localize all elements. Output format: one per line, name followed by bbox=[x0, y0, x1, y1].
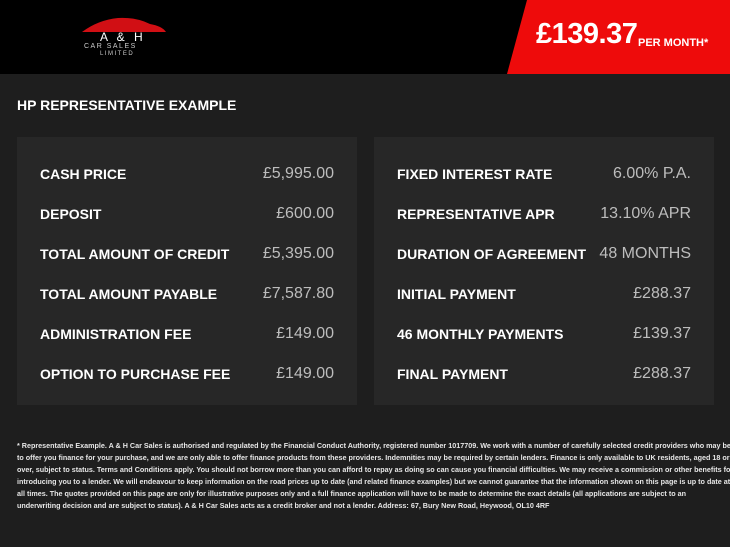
row-label: TOTAL AMOUNT PAYABLE bbox=[40, 286, 218, 302]
finance-row: FINAL PAYMENT £288.37 bbox=[397, 364, 691, 384]
row-value: £149.00 bbox=[276, 365, 334, 382]
row-label: 46 MONTHLY PAYMENTS bbox=[397, 326, 564, 342]
row-value: 13.10% APR bbox=[600, 205, 691, 222]
row-value: £139.37 bbox=[633, 325, 691, 342]
finance-row: INITIAL PAYMENT £288.37 bbox=[397, 284, 691, 304]
logo-line-1: A & H bbox=[100, 30, 146, 44]
finance-row: DURATION OF AGREEMENT 48 MONTHS bbox=[397, 244, 691, 264]
finance-row: DEPOSIT £600.00 bbox=[40, 204, 334, 224]
row-label: REPRESENTATIVE APR bbox=[397, 206, 555, 222]
finance-row: REPRESENTATIVE APR 13.10% APR bbox=[397, 204, 691, 224]
finance-row: FIXED INTEREST RATE 6.00% P.A. bbox=[397, 164, 691, 184]
disclaimer-line: underwriting decision and are subject to… bbox=[17, 501, 550, 510]
row-value: £288.37 bbox=[633, 285, 691, 302]
row-value: £5,995.00 bbox=[262, 165, 334, 182]
row-value: £288.37 bbox=[633, 365, 691, 382]
row-label: TOTAL AMOUNT OF CREDIT bbox=[40, 246, 230, 262]
row-label: INITIAL PAYMENT bbox=[397, 286, 516, 302]
disclaimer-line: introducing you to a lender. We will end… bbox=[17, 477, 730, 486]
left-panel: CASH PRICE £5,995.00 DEPOSIT £600.00 TOTAL A… bbox=[17, 137, 357, 405]
finance-row: OPTION TO PURCHASE FEE £149.00 bbox=[40, 364, 334, 384]
finance-row: TOTAL AMOUNT PAYABLE £7,587.80 bbox=[40, 284, 334, 304]
finance-row: 46 MONTHLY PAYMENTS £139.37 bbox=[397, 324, 691, 344]
finance-row: CASH PRICE £5,995.00 bbox=[40, 164, 334, 184]
row-label: DEPOSIT bbox=[40, 206, 102, 222]
right-panel: FIXED INTEREST RATE 6.00% P.A. REPRESENTAT… bbox=[374, 137, 714, 405]
finance-row: TOTAL AMOUNT OF CREDIT £5,395.00 bbox=[40, 244, 334, 264]
row-value: £7,587.80 bbox=[262, 285, 334, 302]
per-month-label: PER MONTH* bbox=[638, 37, 709, 49]
row-label: ADMINISTRATION FEE bbox=[40, 326, 192, 342]
row-label: FIXED INTEREST RATE bbox=[397, 166, 553, 182]
row-value: 6.00% P.A. bbox=[613, 165, 691, 182]
row-label: FINAL PAYMENT bbox=[397, 366, 508, 382]
disclaimer-line: * Representative Example. A & H Car Sale… bbox=[17, 441, 730, 450]
row-label: OPTION TO PURCHASE FEE bbox=[40, 366, 231, 382]
logo-line-2: CAR SALES bbox=[84, 43, 137, 50]
row-value: £600.00 bbox=[276, 205, 334, 222]
disclaimer: * Representative Example. A & H Car Sale… bbox=[17, 440, 730, 512]
company-logo[interactable]: A & H CAR SALES LIMITED bbox=[78, 14, 168, 60]
row-label: DURATION OF AGREEMENT bbox=[397, 246, 586, 262]
row-value: 48 MONTHS bbox=[599, 245, 691, 262]
monthly-price: £139.37 bbox=[536, 18, 638, 50]
car-silhouette-icon bbox=[82, 17, 166, 32]
header: A & H CAR SALES LIMITED £139.37 PER MONT… bbox=[0, 0, 730, 74]
finance-row: ADMINISTRATION FEE £149.00 bbox=[40, 324, 334, 344]
price-banner bbox=[507, 0, 730, 74]
page-title: HP REPRESENTATIVE EXAMPLE bbox=[17, 97, 237, 113]
disclaimer-line: all times. The quotes provided on this p… bbox=[17, 489, 686, 498]
row-value: £5,395.00 bbox=[262, 245, 334, 262]
row-label: CASH PRICE bbox=[40, 166, 127, 182]
disclaimer-line: over, subject to status. Terms and Condi… bbox=[17, 465, 730, 474]
row-value: £149.00 bbox=[276, 325, 334, 342]
logo-line-3: LIMITED bbox=[100, 51, 135, 57]
disclaimer-line: to offer you finance for your purchase, … bbox=[17, 453, 730, 462]
